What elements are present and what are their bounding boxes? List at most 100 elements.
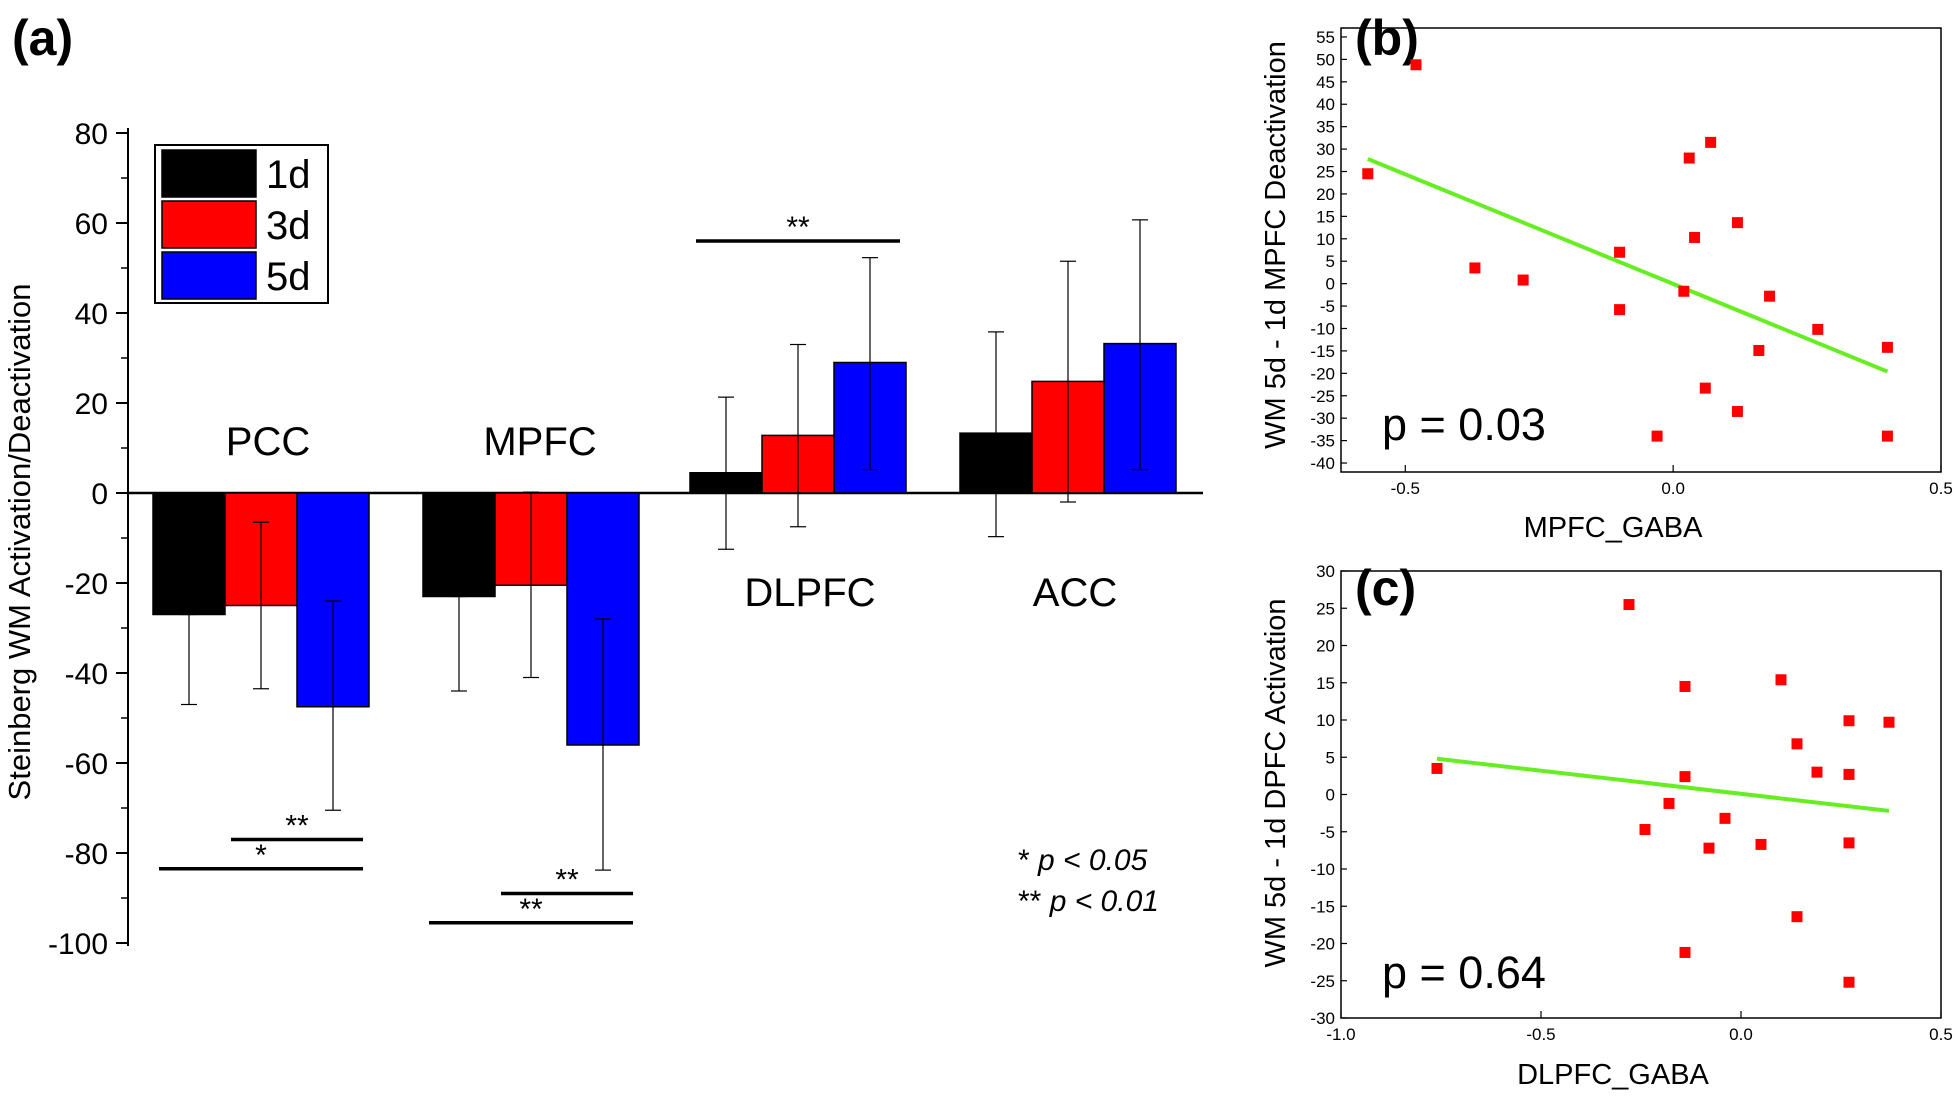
panel-a-bar-chart: (a) Steinberg WM Activation/Deactivation… [2,10,1203,961]
data-point [1362,168,1374,180]
plot-frame [1340,27,1942,473]
panel-a-y-axis-label: Steinberg WM Activation/Deactivation [2,284,37,801]
y-tick-label: 25 [1316,599,1335,618]
panel-b-x-axis-label: MPFC_GABA [1524,512,1704,544]
data-point [1431,762,1443,774]
data-point [1881,341,1893,353]
y-tick-label: 40 [75,298,108,331]
y-tick-label: -25 [1310,387,1335,406]
legend-label-1d: 1d [266,153,311,197]
y-tick-label: 20 [75,388,108,421]
significance-key-text: p < 0.05 [1037,844,1148,877]
y-tick-label: -25 [1310,972,1335,991]
panel-c-scatter: (c) WM 5d - 1d DPFC Activation DLPFC_GAB… [1260,560,1953,1091]
x-tick-label: -0.5 [1391,479,1420,498]
y-tick-label: -40 [65,658,108,691]
data-point [1791,911,1803,923]
data-point [1764,290,1776,302]
data-point [1719,812,1731,824]
significance-key-entry: * p < 0.05 [1018,844,1148,877]
panel-b-label: (b) [1355,10,1419,66]
legend-swatch-3d [161,200,257,249]
data-point [1639,824,1651,836]
data-point [1791,738,1803,750]
data-point [1683,152,1695,164]
significance-marker: ** [285,810,309,843]
panel-a-label: (a) [12,10,73,66]
significance-marker: ** [519,893,543,926]
y-tick-label: 30 [1316,140,1335,159]
data-point [1614,246,1626,258]
category-label-mpfc: MPFC [483,420,596,464]
significance-marker: * [255,839,267,872]
y-tick-label: -60 [65,748,108,781]
regression-line [1436,756,1890,813]
y-tick-label: -80 [65,838,108,871]
data-point [1755,838,1767,850]
y-tick-label: 5 [1326,252,1335,271]
data-point [1731,405,1743,417]
y-tick-label: -30 [1310,409,1335,428]
y-tick-label: -5 [1320,297,1335,316]
y-tick-label: -15 [1310,342,1335,361]
x-tick-label: 0.5 [1929,1025,1953,1044]
regression-line [1367,157,1889,374]
data-point [1410,59,1422,71]
data-point [1811,766,1823,778]
y-tick-label: -40 [1310,454,1335,473]
data-point [1812,323,1824,335]
panel-a-significance-bars: ********* [159,211,900,926]
significance-key-marks: ** [1018,885,1050,918]
data-point [1689,231,1701,243]
data-point [1843,715,1855,727]
x-tick-label: 0.0 [1729,1025,1753,1044]
bar-pcc-1d [152,492,226,616]
data-point [1843,837,1855,849]
y-tick-label: 5 [1326,748,1335,767]
y-tick-label: -10 [1310,860,1335,879]
x-tick-label: -0.5 [1526,1025,1555,1044]
data-point [1614,304,1626,316]
x-tick-label: -1.0 [1326,1025,1355,1044]
y-tick-label: 10 [1316,230,1335,249]
data-point [1678,285,1690,297]
y-tick-label: -35 [1310,432,1335,451]
y-tick-label: -15 [1310,897,1335,916]
y-tick-label: -100 [48,928,108,961]
panel-b-plot: 5550454035302520151050-5-10-15-20-25-30-… [1310,27,1953,498]
y-tick-label: 10 [1316,711,1335,730]
panel-c-x-axis-label: DLPFC_GABA [1517,1059,1709,1091]
category-label-pcc: PCC [226,420,310,464]
y-tick-label: -30 [1310,1009,1335,1028]
data-point [1679,771,1691,783]
y-tick-label: -20 [65,568,108,601]
significance-marker: ** [555,864,579,897]
significance-marker: ** [786,211,810,244]
y-tick-label: 0 [91,478,108,511]
legend-label-5d: 5d [266,255,311,299]
y-tick-label: -10 [1310,319,1335,338]
y-tick-label: -20 [1310,364,1335,383]
y-tick-label: 45 [1316,73,1335,92]
panel-c-plot: 30 25 20 15 10 5 0 -5 -10 -15 -20 -25 -30-1.0 -0.5 0.0… [1310,562,1952,1044]
y-tick-label: 35 [1316,118,1335,137]
y-tick-label: 30 [1316,562,1335,581]
legend-swatch-5d [161,251,257,300]
y-tick-label: 0 [1326,275,1335,294]
significance-key-marks: * [1018,844,1038,877]
legend-label-3d: 3d [266,204,311,248]
data-point [1775,674,1787,686]
panel-c-label: (c) [1355,560,1416,616]
data-point [1679,680,1691,692]
y-tick-label: 20 [1316,637,1335,656]
y-tick-label: 20 [1316,185,1335,204]
data-point [1705,136,1717,148]
significance-key-entry: ** p < 0.01 [1018,885,1159,918]
data-point [1663,797,1675,809]
data-point [1469,262,1481,274]
y-tick-label: 80 [75,118,108,151]
data-point [1651,430,1663,442]
y-tick-label: 55 [1316,28,1335,47]
data-point [1731,217,1743,229]
